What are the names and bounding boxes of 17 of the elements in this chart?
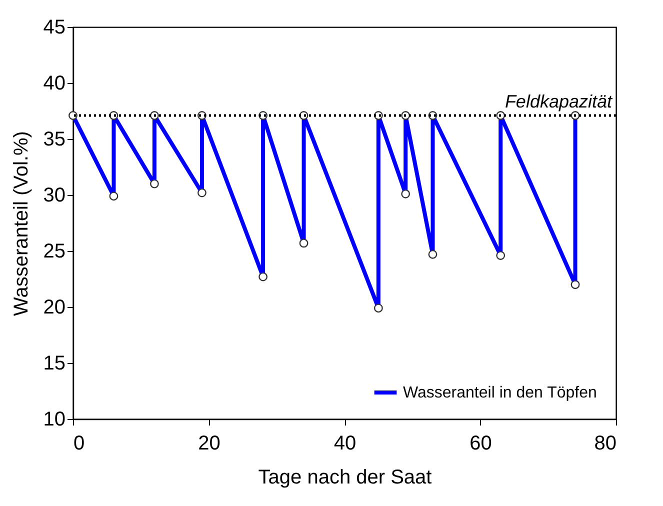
- x-tick-label: 20: [198, 432, 220, 454]
- ref-line-label: Feldkapazität: [504, 91, 613, 112]
- x-tick-label: 0: [74, 432, 85, 454]
- y-axis-title: Wasseranteil (Vol.%): [10, 131, 32, 316]
- y-tick-label: 20: [43, 296, 66, 318]
- x-tick-label: 80: [594, 432, 616, 454]
- x-axis-title: Tage nach der Saat: [258, 466, 432, 488]
- y-tick-label: 30: [43, 184, 66, 206]
- x-tick-label: 60: [470, 432, 492, 454]
- y-tick-label: 35: [43, 128, 66, 150]
- y-tick-label: 15: [43, 352, 66, 374]
- x-tick-label: 40: [334, 432, 356, 454]
- y-tick-label: 40: [43, 72, 66, 94]
- legend-label: Wasseranteil in den Töpfen: [403, 384, 597, 402]
- y-tick-label: 45: [43, 16, 66, 38]
- y-tick-label: 25: [43, 240, 66, 262]
- y-tick-label: 10: [43, 408, 66, 430]
